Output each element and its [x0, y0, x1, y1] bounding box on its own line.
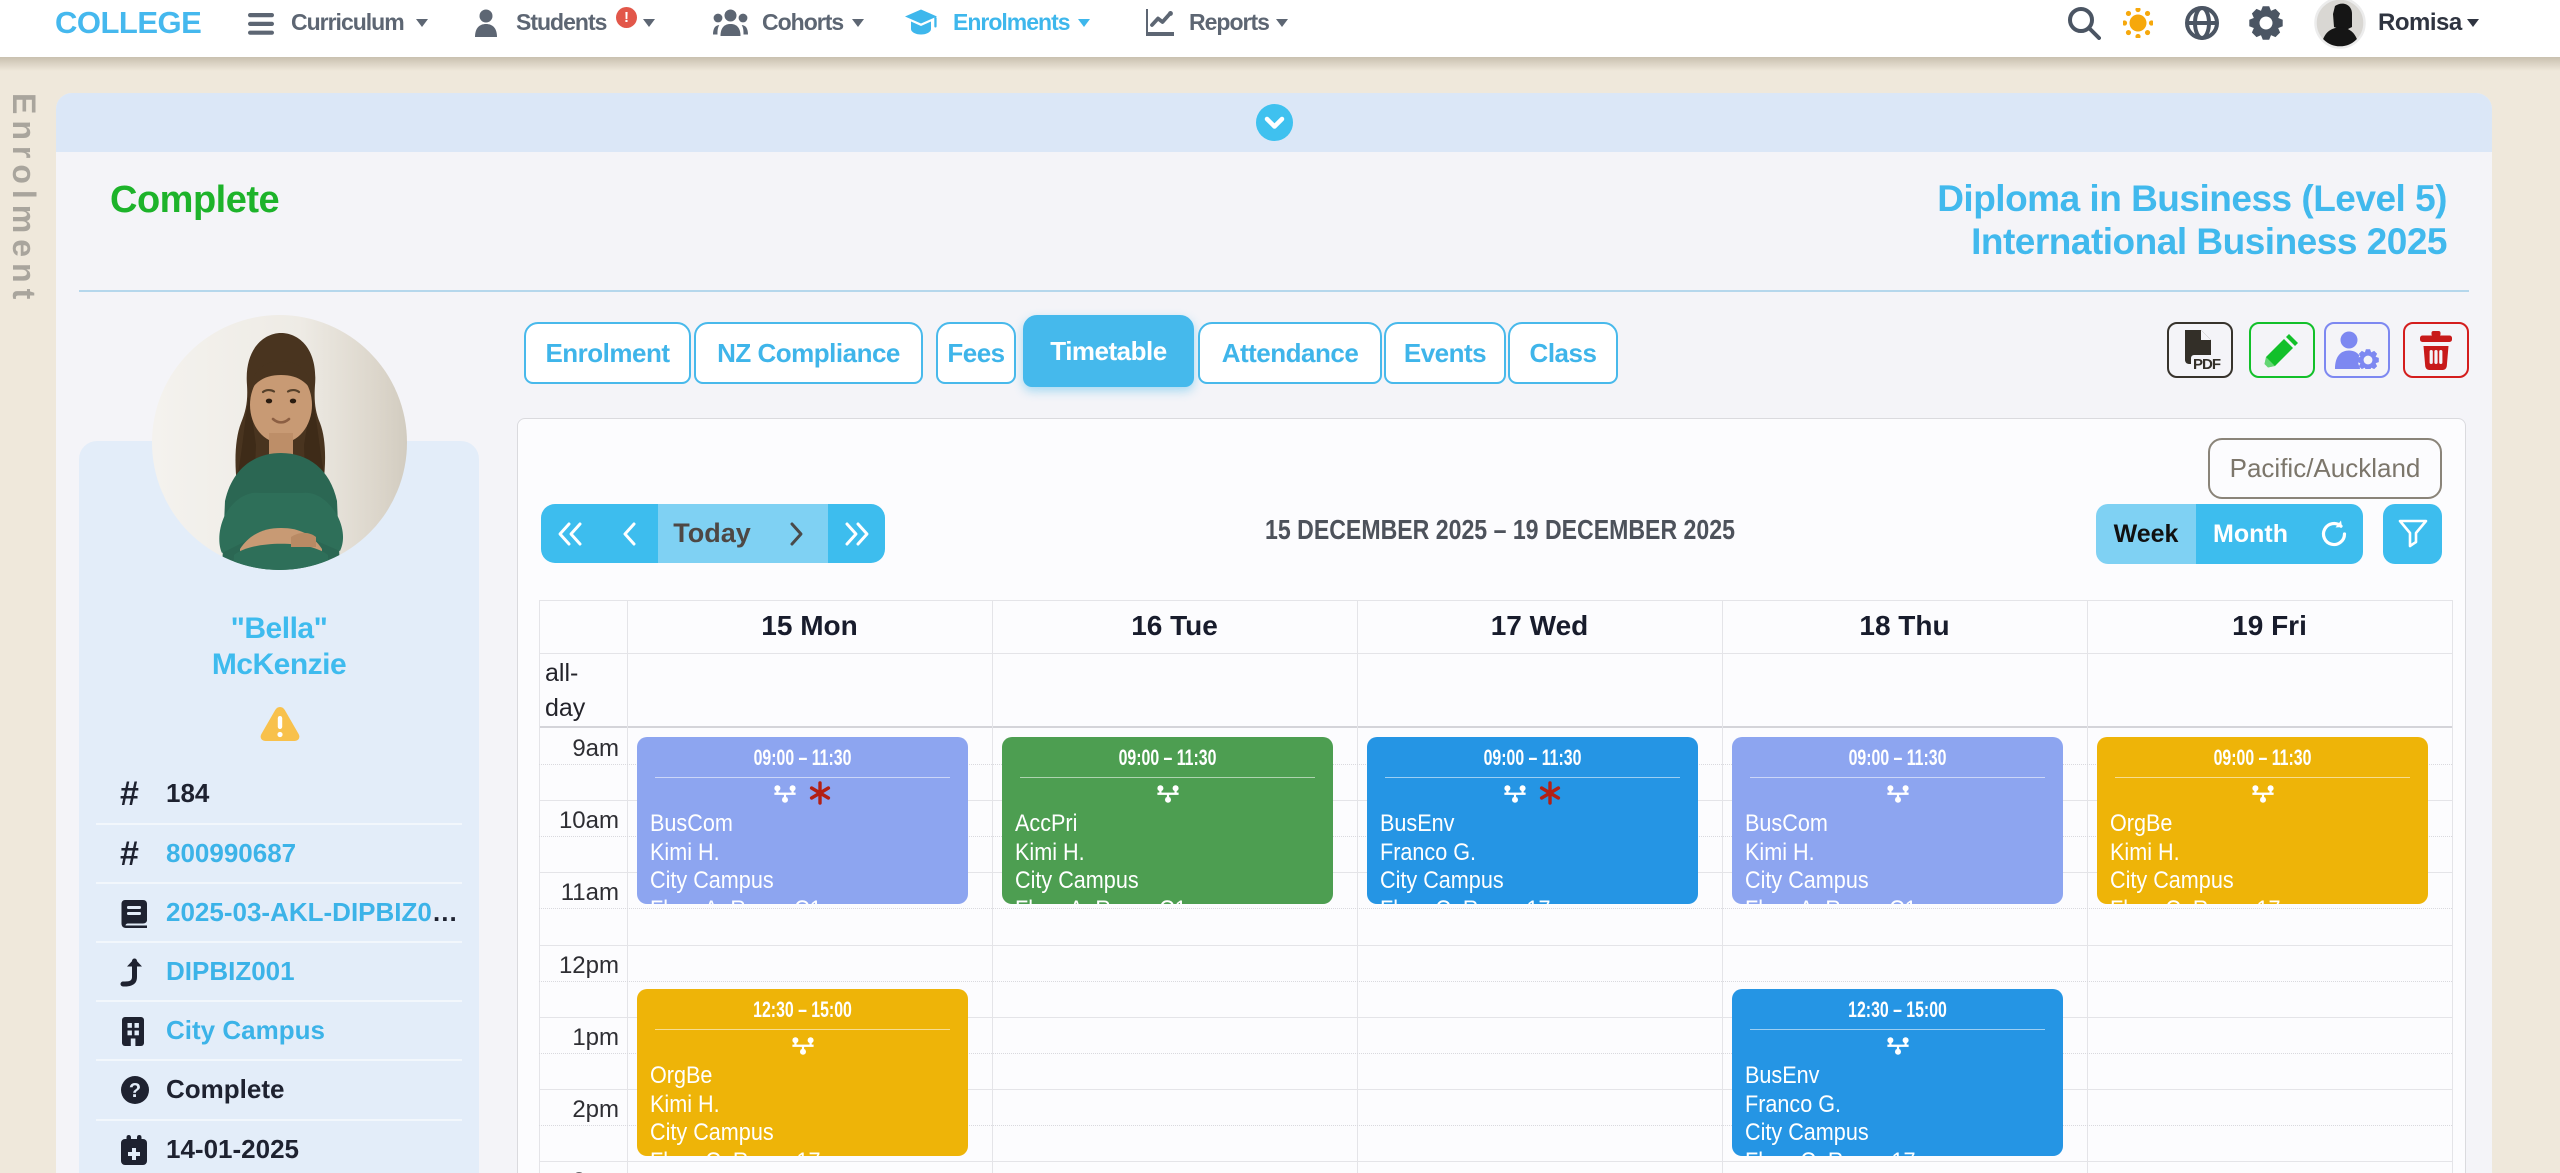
svg-text:#: # — [120, 779, 139, 809]
svg-text:PDF: PDF — [2193, 356, 2221, 371]
svg-text:?: ? — [129, 1080, 141, 1102]
svg-text:#: # — [120, 839, 139, 869]
